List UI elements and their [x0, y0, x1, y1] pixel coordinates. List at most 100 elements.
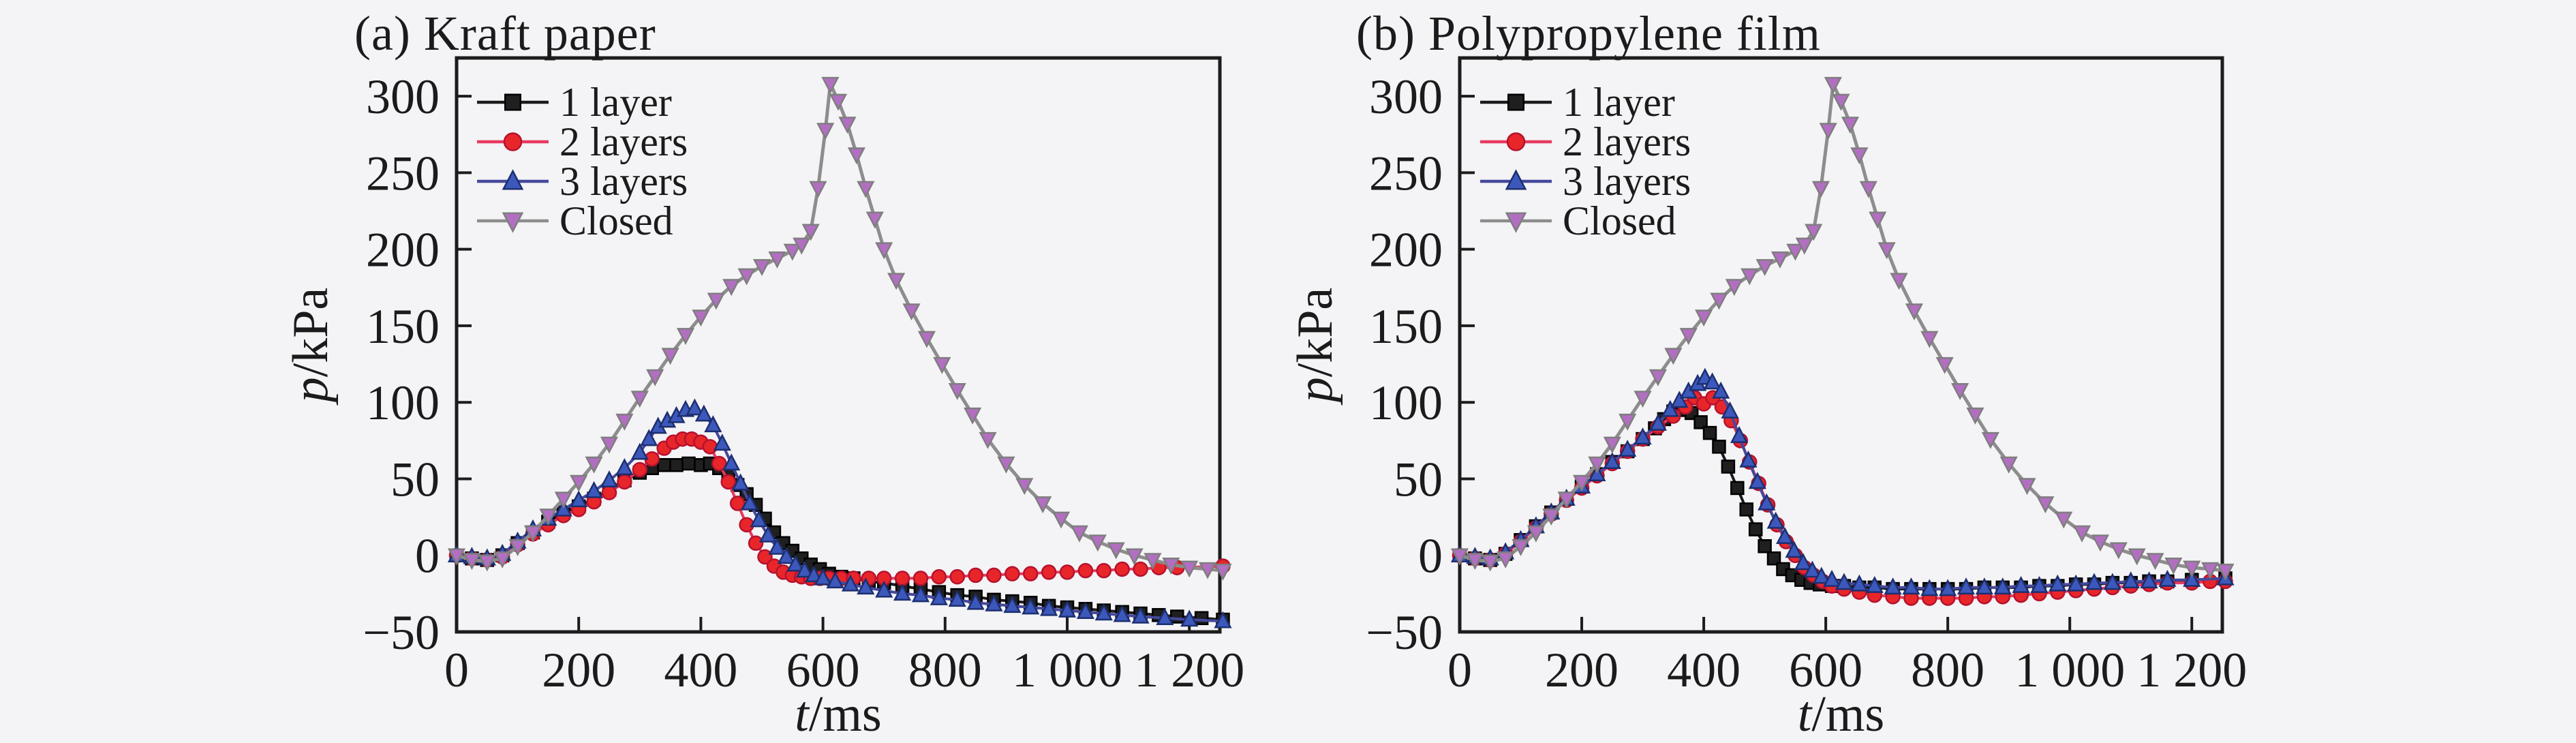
data-point-marker — [632, 461, 648, 478]
data-point-marker — [1739, 502, 1753, 517]
data-point-marker — [2216, 563, 2235, 581]
series-closed — [1450, 76, 2235, 581]
data-point-marker — [1661, 399, 1679, 417]
data-point-marker — [1920, 579, 1939, 596]
data-point-marker — [1527, 525, 1545, 543]
data-point-marker — [1058, 600, 1077, 618]
data-point-marker — [979, 431, 997, 449]
data-point-marker — [523, 525, 542, 543]
data-point-marker — [1634, 427, 1652, 445]
x-axis-title: t/ms — [795, 686, 881, 742]
plot-frame — [455, 56, 1222, 634]
series-line — [1459, 376, 2226, 591]
data-point-marker — [1721, 459, 1736, 474]
data-point-marker — [1850, 147, 1869, 165]
data-point-marker — [657, 458, 671, 472]
legend-label: 1 layer — [559, 80, 672, 125]
data-point-marker — [669, 458, 684, 472]
data-point-marker — [1005, 566, 1020, 581]
data-point-marker — [1076, 602, 1094, 620]
data-point-marker — [617, 474, 632, 490]
data-point-marker — [1180, 609, 1199, 627]
data-point-marker — [570, 474, 588, 492]
data-point-marker — [741, 493, 759, 511]
data-point-marker — [737, 268, 756, 286]
data-point-marker — [1884, 577, 1902, 595]
data-point-marker — [786, 554, 805, 572]
panel-a-title: (a) Kraft paper — [354, 6, 656, 61]
data-point-marker — [2103, 573, 2121, 590]
series-line — [1459, 396, 2226, 600]
data-point-marker — [1794, 553, 1813, 571]
series-1-layer — [449, 456, 1230, 627]
data-point-marker — [997, 456, 1015, 474]
data-point-marker — [601, 485, 617, 500]
data-point-marker — [1890, 273, 1908, 290]
x-tick-label: 0 — [1447, 643, 1472, 697]
series-line — [456, 462, 1223, 621]
data-point-marker — [1125, 548, 1144, 566]
data-point-marker — [630, 442, 649, 460]
series-line — [456, 407, 1223, 623]
plot-frame — [1458, 56, 2224, 634]
data-point-marker — [748, 535, 764, 551]
data-point-marker — [1939, 579, 1957, 596]
data-point-marker — [1679, 328, 1698, 346]
data-point-marker — [1162, 557, 1180, 575]
data-point-marker — [1015, 478, 1034, 496]
data-point-marker — [1730, 425, 1749, 443]
x-tick-label: 200 — [1545, 643, 1619, 697]
y-axis: 300 250 200 150 100 50 0 −50 — [1366, 70, 1475, 660]
data-point-marker — [1803, 560, 1822, 578]
legend-item: Closed — [477, 198, 673, 243]
x-tick-label: 0 — [444, 643, 469, 697]
data-point-marker — [1748, 522, 1763, 536]
data-point-marker — [931, 568, 947, 585]
data-point-marker — [1823, 569, 1841, 587]
series-closed — [447, 76, 1232, 581]
data-point-marker — [493, 551, 512, 568]
data-point-marker — [966, 592, 985, 610]
data-point-marker — [1975, 577, 1993, 595]
data-point-marker — [1993, 577, 2012, 595]
data-point-marker — [1902, 577, 1920, 595]
data-point-marker — [694, 404, 713, 422]
legend-item: 2 layers — [477, 119, 688, 164]
data-point-marker — [1786, 243, 1805, 261]
data-point-marker — [1739, 450, 1758, 468]
data-point-marker — [1003, 596, 1022, 613]
legend-item: 1 layer — [1480, 80, 1675, 125]
data-point-marker — [1214, 563, 1232, 581]
data-point-marker — [1905, 303, 1923, 321]
data-point-marker — [1619, 413, 1637, 431]
data-point-marker — [964, 407, 982, 425]
legend-marker — [504, 93, 521, 111]
data-point-marker — [1194, 611, 1209, 626]
data-point-marker — [2158, 569, 2177, 587]
data-point-marker — [752, 259, 771, 277]
data-point-marker — [841, 574, 859, 592]
data-point-marker — [2067, 574, 2085, 592]
data-point-marker — [2164, 557, 2183, 575]
y-tick-label: 300 — [366, 70, 440, 124]
legend-label: Closed — [1563, 198, 1676, 243]
data-point-marker — [1693, 415, 1708, 429]
y-tick-label: 250 — [366, 146, 440, 200]
data-point-marker — [750, 510, 768, 528]
data-point-marker — [2036, 496, 2055, 514]
data-point-marker — [814, 568, 832, 586]
data-point-marker — [805, 565, 823, 583]
data-point-marker — [1133, 561, 1148, 577]
data-point-marker — [707, 292, 725, 310]
legend-label: 2 layers — [559, 119, 688, 164]
data-point-marker — [875, 242, 893, 260]
data-point-marker — [1094, 603, 1113, 621]
data-point-marker — [570, 490, 588, 508]
x-tick-label: 600 — [786, 643, 860, 697]
data-point-marker — [681, 456, 696, 471]
data-point-marker — [1920, 331, 1939, 348]
data-point-marker — [1877, 242, 1896, 260]
data-point-marker — [2183, 569, 2201, 587]
